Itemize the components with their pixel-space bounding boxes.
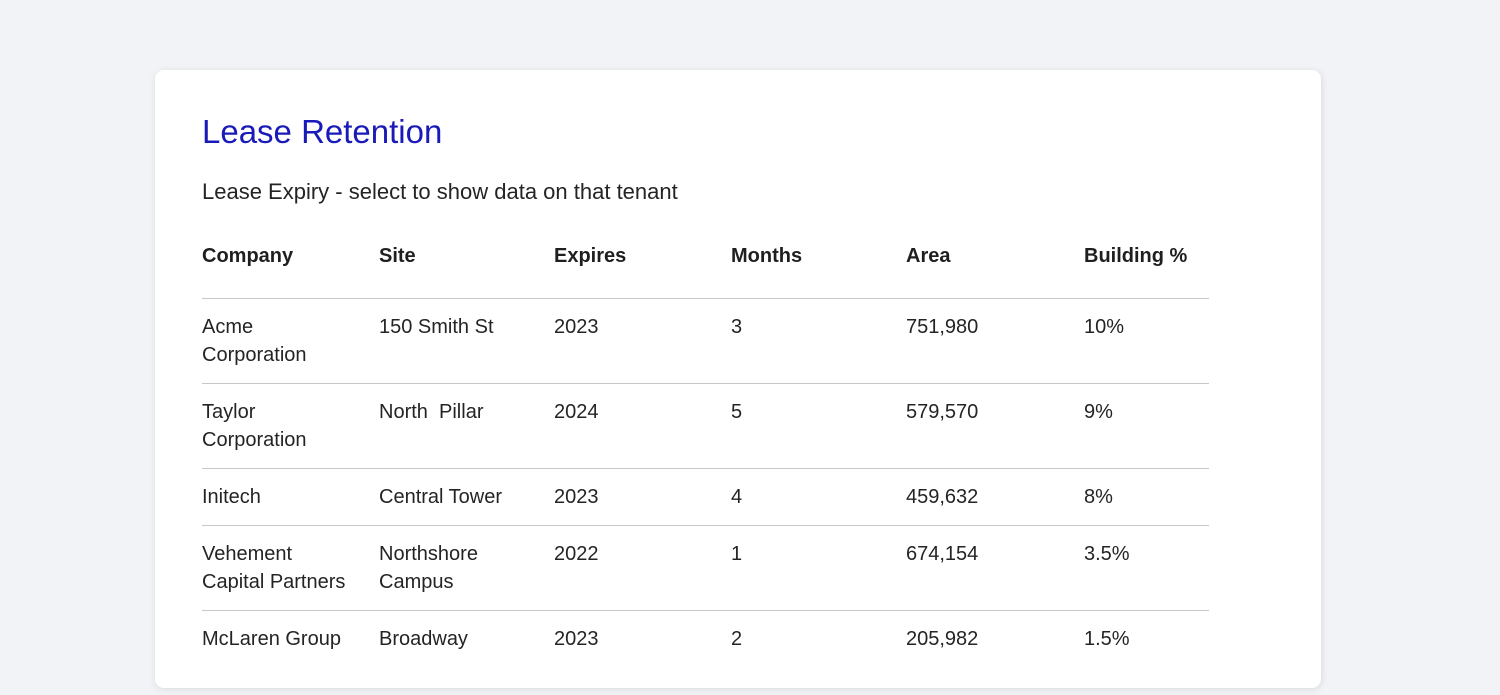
column-header-company: Company	[202, 244, 379, 299]
cell-site: Northshore Campus	[379, 525, 554, 611]
cell-area: 751,980	[906, 298, 1084, 384]
cell-building-pct: 9%	[1084, 383, 1209, 469]
page-subtitle: Lease Expiry - select to show data on th…	[202, 179, 678, 204]
cell-expires: 2022	[554, 525, 731, 611]
cell-company: Initech	[202, 468, 379, 526]
cell-months: 4	[731, 468, 906, 526]
cell-months: 2	[731, 628, 743, 650]
cell-building-pct: 1.5%	[1084, 628, 1130, 650]
page-title: Lease Retention	[202, 113, 443, 150]
cell-site: Central Tower	[379, 468, 554, 526]
tenant-row[interactable]: Initech Central Tower 2023 4 459,632 8%	[202, 468, 1209, 526]
cell-building-pct: 3.5%	[1084, 525, 1209, 611]
column-header-expires: Expires	[554, 244, 731, 299]
column-header-building-pct: Building %	[1084, 244, 1209, 299]
cell-site: North Pillar	[379, 383, 554, 469]
cell-expires: 2023	[554, 628, 599, 650]
tenant-row[interactable]: Taylor Corporation North Pillar 2024 5 5…	[202, 383, 1209, 469]
cell-building-pct: 8%	[1084, 468, 1209, 526]
tenant-row[interactable]: Acme Corporation 150 Smith St 2023 3 751…	[202, 298, 1209, 384]
column-header-site: Site	[379, 244, 554, 299]
table-header-row: Company Site Expires Months Area Buildin…	[202, 244, 1209, 299]
column-header-area: Area	[906, 244, 1084, 299]
cell-building-pct: 10%	[1084, 298, 1209, 384]
cell-company: Taylor Corporation	[202, 383, 379, 469]
tenant-row[interactable]: Vehement Capital Partners Northshore Cam…	[202, 525, 1209, 611]
cell-area: 674,154	[906, 525, 1084, 611]
lease-table: Company Site Expires Months Area Buildin…	[202, 244, 1209, 667]
cell-area: 205,982	[906, 628, 979, 650]
cell-months: 3	[731, 298, 906, 384]
tenant-row[interactable]: McLaren Group Broadway 2023 2 205,982 1.…	[202, 611, 1209, 668]
cell-site: 150 Smith St	[379, 298, 554, 384]
cell-expires: 2023	[554, 468, 731, 526]
cell-months: 1	[731, 525, 906, 611]
cell-area: 459,632	[906, 468, 1084, 526]
cell-company: Vehement Capital Partners	[202, 525, 379, 611]
cell-expires: 2023	[554, 298, 731, 384]
cell-site: Broadway	[379, 628, 468, 650]
lease-retention-card: Lease Retention Lease Expiry - select to…	[155, 70, 1321, 688]
cell-expires: 2024	[554, 383, 731, 469]
cell-area: 579,570	[906, 383, 1084, 469]
column-header-months: Months	[731, 244, 906, 299]
cell-months: 5	[731, 383, 906, 469]
cell-company: McLaren Group	[202, 628, 341, 650]
cell-company: Acme Corporation	[202, 298, 379, 384]
